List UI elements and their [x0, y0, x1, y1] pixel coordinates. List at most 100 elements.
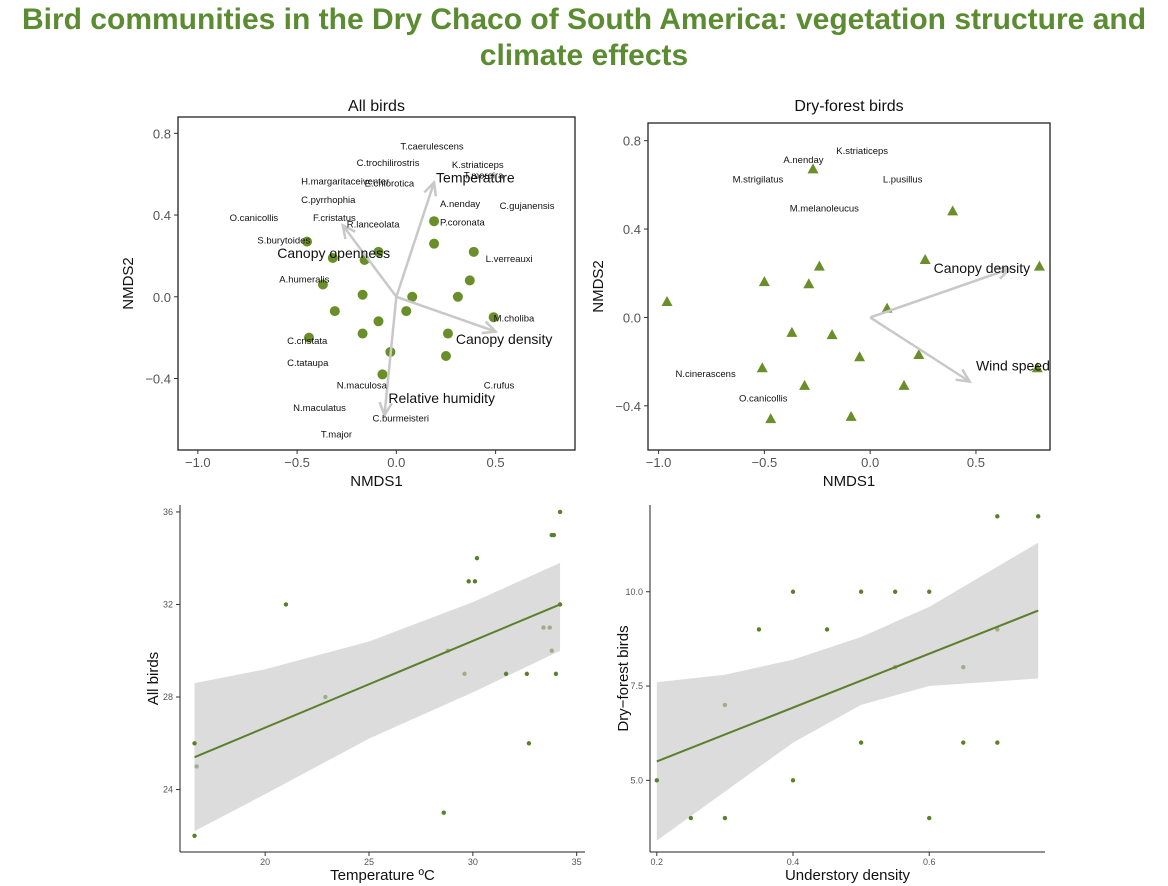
- data-point: [488, 312, 499, 323]
- env-vector-arrowhead: [995, 265, 1013, 280]
- env-vector-arrowhead: [955, 368, 973, 384]
- data-point: [551, 532, 557, 538]
- env-vector-arrowhead: [378, 401, 393, 419]
- species-label: T.major: [321, 430, 352, 441]
- x-tick-label: 0.6: [923, 857, 936, 867]
- species-label: O.canicollis: [739, 393, 788, 404]
- species-label: P.coronata: [440, 217, 485, 228]
- species-label: K.striaticeps: [452, 160, 504, 171]
- x-axis-label: Understory density: [785, 867, 911, 884]
- data-point-faded: [995, 627, 1000, 632]
- data-point: [557, 509, 563, 515]
- x-tick-label: 30: [468, 857, 478, 867]
- data-point: [466, 579, 471, 584]
- data-point: [464, 275, 475, 286]
- env-vector-arrow: [383, 296, 398, 416]
- data-point: [192, 833, 197, 839]
- data-point: [302, 236, 313, 247]
- x-tick-label: 0.0: [387, 455, 405, 470]
- y-tick-label: 7.5: [630, 681, 643, 691]
- data-point: [765, 413, 777, 424]
- data-point: [442, 328, 453, 339]
- data-point: [553, 671, 559, 677]
- y-tick-label: 0.0: [623, 310, 641, 325]
- data-point: [441, 810, 446, 815]
- data-point: [377, 369, 388, 380]
- data-point: [947, 205, 959, 216]
- data-point: [407, 291, 418, 302]
- y-axis-label: NMDS2: [590, 260, 607, 313]
- species-label: C.gujanensis: [500, 201, 555, 212]
- x-tick-label: −0.5: [752, 455, 778, 470]
- env-vector-arrowhead: [423, 179, 438, 197]
- data-point: [758, 276, 770, 287]
- data-point: [786, 326, 798, 337]
- env-vector-label: Canopy openness: [277, 245, 390, 261]
- y-tick-label: 36: [163, 507, 173, 517]
- data-point-faded: [722, 702, 728, 708]
- species-label: E.chlorotica: [365, 178, 415, 189]
- data-point: [357, 328, 368, 339]
- data-point-faded: [961, 664, 966, 670]
- data-point: [357, 289, 368, 300]
- data-point: [898, 379, 910, 390]
- y-tick-label: 28: [163, 692, 173, 702]
- data-point: [790, 589, 796, 594]
- env-vector-arrow: [869, 267, 1011, 319]
- species-label: K.striaticeps: [836, 146, 888, 157]
- env-vector-arrow: [869, 316, 971, 383]
- data-point: [799, 379, 811, 390]
- data-point: [919, 253, 931, 264]
- x-tick-label: 0.0: [861, 455, 879, 470]
- data-point: [756, 627, 762, 632]
- x-tick-label: 20: [260, 857, 270, 867]
- data-point: [557, 602, 563, 607]
- page-title: Bird communities in the Dry Chaco of Sou…: [21, 3, 1147, 72]
- all-birds-temperature-chart: 20 25 30 35 24 28 32 36 Temperature ºC All birds: [145, 505, 585, 884]
- data-point: [858, 589, 864, 594]
- y-tick-label: −0.4: [145, 371, 171, 386]
- y-tick-label: 0.8: [623, 134, 641, 149]
- confidence-band: [194, 562, 561, 832]
- x-tick-label: 0.2: [651, 857, 664, 867]
- data-point: [524, 671, 530, 677]
- species-label: M.choliba: [494, 313, 535, 324]
- data-point: [790, 778, 796, 783]
- data-point: [845, 410, 857, 421]
- data-point: [440, 351, 451, 362]
- x-tick-label: −1.0: [646, 455, 672, 470]
- species-label: N.cinerascens: [676, 369, 736, 380]
- data-point: [429, 238, 440, 249]
- data-point: [304, 332, 315, 343]
- plot-frame: [647, 122, 1051, 451]
- plot-frame: [177, 116, 576, 451]
- y-tick-label: 32: [163, 599, 173, 609]
- env-vector-label: Temperature: [436, 169, 515, 185]
- data-point: [824, 627, 830, 632]
- species-label: N.maculatus: [293, 403, 346, 414]
- env-vector-label: Relative humidity: [388, 390, 495, 406]
- data-point-faded: [194, 764, 199, 769]
- species-label: H.margaritaceiventer: [301, 176, 389, 187]
- data-point-faded: [323, 694, 328, 700]
- env-vector-arrow: [341, 224, 398, 298]
- species-label: R.lanceolata: [347, 219, 401, 230]
- env-vector-arrow: [395, 295, 497, 333]
- chart-title: All birds: [348, 98, 405, 115]
- data-point: [813, 260, 825, 271]
- y-tick-label: −0.4: [615, 399, 641, 414]
- data-point: [192, 741, 197, 746]
- species-label: C.burmeisteri: [373, 413, 430, 424]
- species-label: A.nenday: [783, 155, 823, 166]
- data-point: [401, 306, 412, 317]
- data-point: [472, 579, 478, 584]
- species-label: N.maculosa: [337, 381, 388, 392]
- data-point: [927, 815, 932, 821]
- data-point: [961, 740, 966, 745]
- data-point: [317, 279, 328, 290]
- species-label: T.caerulescens: [400, 142, 464, 153]
- data-point-faded: [549, 648, 554, 653]
- confidence-band: [656, 542, 1039, 841]
- data-point: [854, 351, 866, 362]
- y-axis-label: Dry−forest birds: [615, 625, 632, 731]
